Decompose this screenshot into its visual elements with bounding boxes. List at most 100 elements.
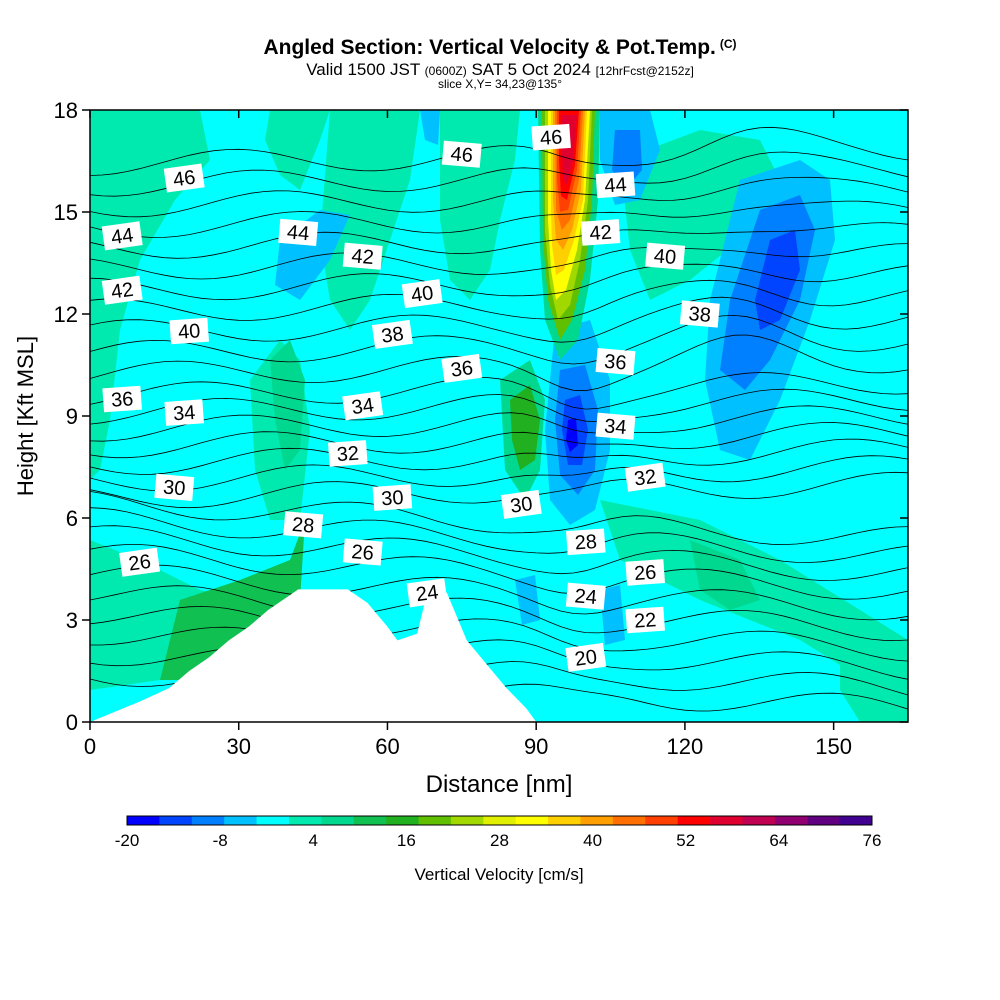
- contour-label-text: 38: [380, 323, 405, 348]
- colorbar-swatch: [807, 816, 841, 825]
- colorbar-swatch: [742, 816, 776, 825]
- colorbar-tick-label: 16: [397, 831, 416, 850]
- colorbar-swatch: [288, 816, 322, 825]
- contour-label: 28: [283, 511, 324, 539]
- contour-label: 24: [406, 578, 448, 608]
- valid-utc: (0600Z): [424, 64, 467, 78]
- colorbar-tick-label: -8: [213, 831, 228, 850]
- colorbar: -20 -8 4 16 28 40 52 64 76: [115, 815, 882, 850]
- y-tick-label: 15: [54, 200, 78, 225]
- contour-label: 30: [372, 484, 413, 511]
- vv-moderate-up-left-low: [160, 520, 305, 680]
- theta-contour-39: [90, 296, 908, 343]
- contour-label-box: [371, 319, 413, 349]
- contour-label: 34: [164, 399, 204, 426]
- theta-contour-43: [90, 222, 908, 259]
- theta-contour-44: [90, 200, 908, 238]
- contour-label-box: [625, 606, 665, 634]
- updraft-plume: [538, 110, 600, 360]
- colorbar-swatch: [418, 816, 452, 825]
- contour-label: 44: [101, 221, 143, 251]
- theta-contour-46: [90, 151, 908, 197]
- contour-label: 24: [565, 582, 606, 610]
- contour-label-text: 44: [286, 221, 310, 245]
- contour-label-box: [565, 582, 606, 610]
- colorbar-swatch: [774, 816, 808, 825]
- contour-label-box: [328, 440, 368, 467]
- colorbar-tick-label: 4: [309, 831, 318, 850]
- colorbar-swatch: [677, 816, 711, 825]
- theta-contour-23: [90, 605, 908, 662]
- contour-label-box: [342, 242, 383, 270]
- contour-label-box: [169, 317, 209, 345]
- contour-label-box: [154, 473, 195, 502]
- contour-label-box: [101, 275, 143, 305]
- colorbar-swatch: [191, 816, 225, 825]
- vv-weak-down-low2: [600, 585, 625, 645]
- theta-contour-37: [90, 334, 908, 392]
- contour-label: 20: [565, 642, 607, 672]
- contour-label-text: 42: [589, 222, 613, 245]
- colorbar-swatch: [548, 816, 581, 825]
- theta-contour-25: [90, 564, 908, 621]
- vv-downdraft-right-core: [755, 230, 800, 330]
- contour-label-text: 38: [688, 303, 712, 327]
- theta-contour-26: [90, 544, 908, 600]
- colorbar-tick-label: -20: [115, 831, 140, 850]
- contour-label-box: [441, 140, 482, 168]
- colorbar-swatch: [580, 816, 614, 825]
- x-tick-label: 60: [375, 734, 399, 759]
- theta-contour-27: [90, 525, 908, 581]
- contour-label-text: 40: [177, 320, 201, 343]
- contour-label-text: 24: [415, 581, 440, 606]
- colorbar-tick-label: 76: [863, 831, 882, 850]
- colorbar-swatch: [127, 816, 160, 825]
- colorbar-swatch: [321, 816, 355, 825]
- contour-label: 38: [679, 300, 720, 328]
- contour-label: 46: [441, 140, 482, 168]
- contour-label-box: [500, 489, 542, 519]
- contour-label-box: [342, 538, 383, 566]
- contour-label-text: 22: [633, 609, 657, 632]
- theta-contour-36: [90, 372, 908, 410]
- contour-label: 46: [163, 163, 205, 193]
- contour-label: 34: [342, 391, 384, 421]
- contour-label-box: [566, 528, 606, 556]
- contour-label: 40: [401, 279, 443, 309]
- contour-label-box: [441, 353, 483, 383]
- colorbar-swatch: [710, 816, 743, 825]
- contour-label-box: [342, 391, 384, 421]
- contour-label: 44: [278, 218, 319, 247]
- contour-label: 32: [624, 462, 666, 492]
- vv-weak-up-left-top: [265, 110, 330, 190]
- y-tick-label: 12: [54, 302, 78, 327]
- contour-label-text: 32: [633, 466, 658, 491]
- colorbar-swatch: [386, 816, 420, 825]
- colorbar-swatch: [256, 816, 290, 825]
- theta-contour-42: [90, 243, 908, 280]
- valid-date: SAT 5 Oct 2024: [471, 60, 591, 79]
- colorbar-tick-label: 64: [769, 831, 788, 850]
- y-tick-label: 9: [66, 404, 78, 429]
- contour-label: 40: [169, 317, 209, 345]
- y-axis-label: Height [Kft MSL]: [13, 336, 38, 496]
- contour-label: 30: [154, 473, 195, 502]
- x-axis-label: Distance [nm]: [426, 771, 573, 798]
- contour-label: 38: [371, 319, 413, 349]
- contour-label-text: 46: [539, 126, 563, 149]
- contour-label: 36: [441, 353, 483, 383]
- colorbar-swatch: [353, 816, 387, 825]
- vv-weak-down-top: [420, 110, 440, 145]
- theta-contour-32: [90, 438, 908, 475]
- x-tick-label: 30: [226, 734, 250, 759]
- contour-label-box: [595, 347, 636, 376]
- contour-label-box: [625, 559, 665, 586]
- vv-downdraft-center-core: [566, 418, 578, 452]
- colorbar-swatch: [450, 816, 484, 825]
- contour-label: 32: [328, 440, 368, 467]
- x-tick-label: 120: [667, 734, 704, 759]
- y-tick-label: 3: [66, 608, 78, 633]
- x-tick-label: 90: [524, 734, 548, 759]
- theta-contour-38: [90, 314, 908, 365]
